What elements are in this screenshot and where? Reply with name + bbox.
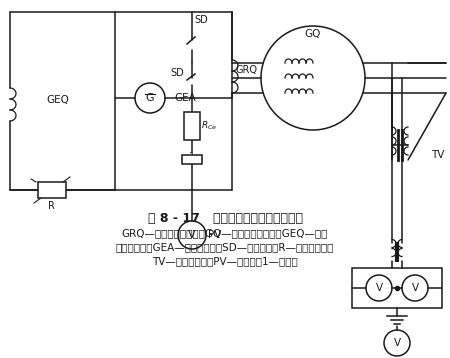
Text: GRQ: GRQ [236,65,258,75]
Text: GEA: GEA [174,93,196,103]
Bar [352,268,442,308]
Text: 图 8 - 17   发电机空载特性试验接线图: 图 8 - 17 发电机空载特性试验接线图 [148,212,302,225]
Text: PV: PV [208,230,221,240]
Bar [182,155,202,164]
Text: 机励磁绕组；GEA—励磁机电枢；SD—灭磁开关；R—磁场变阻器；: 机励磁绕组；GEA—励磁机电枢；SD—灭磁开关；R—磁场变阻器； [116,242,334,252]
Text: SD: SD [194,15,208,25]
Text: V: V [188,230,196,240]
Text: SD: SD [170,68,184,78]
Text: 1: 1 [189,152,195,162]
Text: TV—电压互感器；PV—毫伏表；1—分流器: TV—电压互感器；PV—毫伏表；1—分流器 [152,256,298,266]
Text: GQ: GQ [305,29,321,39]
Bar [184,112,200,140]
Circle shape [261,26,365,130]
Text: G: G [146,93,154,103]
Text: GRQ—发电机转子绕组；GQ—发电机定子绕组；GEQ—励磁: GRQ—发电机转子绕组；GQ—发电机定子绕组；GEQ—励磁 [122,228,328,238]
Text: $R_{Ce}$: $R_{Ce}$ [201,120,217,132]
Text: GEQ: GEQ [46,95,69,105]
Text: TV: TV [431,150,444,160]
Text: V: V [411,283,418,293]
Text: V: V [393,338,400,348]
Text: R: R [48,201,55,211]
Text: V: V [375,283,382,293]
Bar [38,182,66,198]
